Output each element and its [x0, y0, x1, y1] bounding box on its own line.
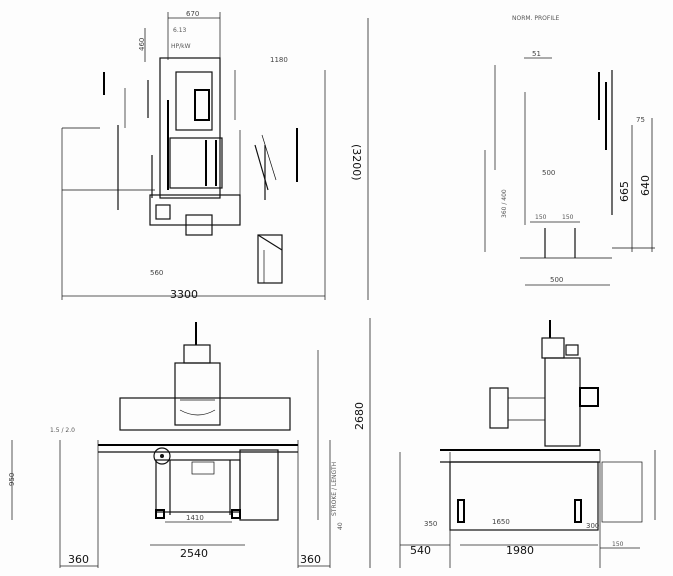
dim-label-1650: 1650 [492, 518, 510, 526]
foot [231, 509, 241, 519]
side-view-bottom: 1650 350 300 150 540 1980 [399, 320, 656, 568]
top-view: 670 6.13 HP/kW 460 1180 [61, 10, 369, 301]
label-vertical: 360 / 400 [501, 189, 508, 218]
note-text: HP/kW [171, 43, 191, 50]
dim-label-3200: (3200) [350, 144, 363, 181]
wheel-arc [179, 409, 216, 416]
dim-label-1180: 1180 [270, 56, 288, 64]
dim-label-540: 540 [410, 544, 431, 557]
dim-label-500b: 500 [550, 276, 563, 284]
cabinet-box [257, 234, 283, 284]
dim-label-2680: 2680 [353, 402, 366, 430]
handwheel-hub [160, 454, 164, 458]
dim-label-640: 640 [639, 175, 652, 196]
label-560: 560 [150, 269, 163, 277]
foot [574, 499, 582, 523]
motor-block [194, 89, 210, 121]
foot [155, 509, 165, 519]
dim-label-670: 670 [186, 10, 199, 18]
front-view: 1410 2540 360 1.5 / 2.0 950 360 STROKE /… [8, 318, 371, 568]
column-front [174, 362, 221, 426]
note-left: 1.5 / 2.0 [50, 427, 75, 434]
foot-block [155, 204, 171, 220]
handwheel [153, 447, 171, 465]
diag-line [254, 144, 269, 191]
dim-label-2540: 2540 [180, 547, 208, 560]
foot [457, 499, 465, 523]
cabinet-front [239, 449, 279, 521]
diag-line [261, 134, 277, 181]
dim-label-360-left: 360 [68, 553, 89, 566]
base-front [155, 459, 241, 513]
column-body [159, 57, 221, 199]
wheel-side [489, 387, 509, 429]
handle-block [579, 387, 599, 407]
dim-label-500: 500 [542, 169, 555, 177]
dim-label-51: 51 [532, 50, 541, 58]
foot-block [185, 214, 213, 236]
wheel-guard [119, 397, 291, 431]
motor-side [565, 344, 579, 356]
dim-label-1980: 1980 [506, 544, 534, 557]
dim-label-150a: 150 [535, 214, 547, 221]
dim-label-665: 665 [618, 181, 631, 202]
cabinet-diag [257, 234, 283, 251]
head-block [175, 71, 213, 131]
label-left-height: 950 [8, 473, 16, 486]
dim-label-300: 300 [586, 522, 599, 530]
caption-text: NORM. PROFILE [512, 15, 559, 22]
note-75: 75 [636, 116, 645, 124]
column-side [544, 357, 581, 447]
base-block [149, 194, 241, 226]
dim-label-350: 350 [424, 520, 437, 528]
cabinet-side [601, 461, 643, 523]
dim-label-1410: 1410 [186, 514, 204, 522]
dim-label-460: 460 [138, 38, 146, 51]
plate [191, 461, 215, 475]
dim-label-360-right: 360 [300, 553, 321, 566]
dim-label-3300: 3300 [170, 288, 198, 301]
table-carriage [169, 137, 223, 189]
dim-label-40: 40 [337, 522, 344, 530]
note-text: 6.13 [173, 27, 187, 34]
head-side [541, 337, 565, 359]
dim-label-150b: 150 [562, 214, 574, 221]
spindle-head [183, 344, 211, 364]
dim-label-150: 150 [612, 541, 624, 548]
label-vertical-front: STROKE / LENGTH [331, 462, 338, 516]
side-view-top: NORM. PROFILE 51 75 500 665 640 360 / 40… [484, 15, 655, 286]
